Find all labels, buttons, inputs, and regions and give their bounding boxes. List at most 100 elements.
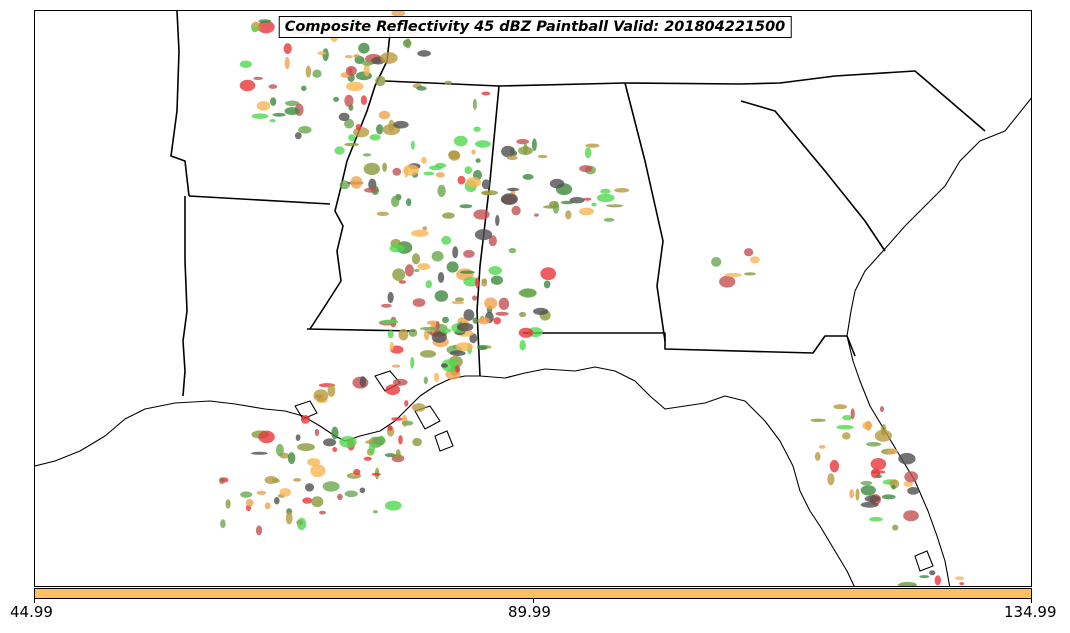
reflectivity-blob — [255, 525, 263, 536]
colorbar-tick-label: 89.99 — [508, 603, 551, 621]
reflectivity-blob — [363, 456, 372, 461]
reflectivity-blob — [285, 511, 293, 525]
reflectivity-blob — [220, 519, 226, 529]
reflectivity-blob — [860, 485, 876, 496]
reflectivity-blob — [531, 138, 537, 151]
reflectivity-blob — [719, 275, 736, 288]
reflectivity-blob — [384, 453, 396, 458]
reflectivity-blob — [378, 110, 391, 120]
reflectivity-blob — [310, 464, 326, 478]
reflectivity-blob — [473, 209, 490, 220]
reflectivity-blob — [376, 211, 389, 216]
reflectivity-blob — [537, 154, 548, 159]
reflectivity-blob — [519, 311, 527, 318]
reflectivity-blob — [472, 295, 478, 301]
reflectivity-blob — [871, 470, 886, 474]
reflectivity-blob — [251, 113, 269, 119]
reflectivity-blob — [591, 202, 597, 207]
reflectivity-blob — [849, 489, 855, 499]
reflectivity-blob — [408, 328, 418, 337]
reflectivity-blob — [354, 56, 365, 64]
reflectivity-blob — [449, 350, 466, 357]
reflectivity-blob — [495, 311, 509, 316]
reflectivity-blob — [440, 328, 452, 334]
reflectivity-blob — [446, 261, 459, 273]
reflectivity-blob — [606, 204, 623, 208]
reflectivity-blob — [516, 138, 530, 145]
reflectivity-blob — [881, 494, 896, 500]
reflectivity-blob — [348, 134, 356, 142]
reflectivity-blob — [466, 177, 482, 188]
reflectivity-blob — [398, 435, 403, 445]
reflectivity-blob — [886, 448, 898, 455]
reflectivity-blob — [358, 42, 370, 54]
map-title: Composite Reflectivity 45 dBZ Paintball … — [278, 16, 792, 38]
reflectivity-blob — [475, 277, 480, 289]
reflectivity-blob — [474, 229, 493, 241]
reflectivity-blob — [391, 364, 401, 368]
reflectivity-blob — [295, 132, 302, 140]
reflectivity-blob — [724, 272, 742, 278]
reflectivity-blob — [421, 156, 427, 164]
reflectivity-blob — [814, 451, 821, 461]
reflectivity-blob — [279, 488, 291, 497]
reflectivity-blob — [448, 150, 461, 161]
reflectivity-blob — [389, 341, 394, 351]
reflectivity-blob — [864, 420, 872, 431]
map-panel — [34, 10, 1032, 587]
reflectivity-blob — [454, 297, 465, 302]
reflectivity-blob — [463, 249, 475, 258]
reflectivity-blob — [264, 502, 271, 510]
reflectivity-blob — [463, 276, 479, 287]
reflectivity-blob — [501, 193, 518, 205]
reflectivity-blob — [391, 11, 406, 17]
map-canvas — [35, 11, 1031, 586]
reflectivity-blob — [339, 436, 357, 448]
reflectivity-blob — [402, 420, 414, 426]
reflectivity-blob — [457, 175, 466, 185]
reflectivity-blob — [331, 426, 339, 440]
reflectivity-blob — [381, 303, 392, 308]
reflectivity-blob — [493, 317, 502, 325]
reflectivity-blob — [522, 173, 534, 180]
reflectivity-blob — [519, 340, 526, 351]
reflectivity-blob — [860, 501, 879, 508]
reflectivity-blob — [534, 213, 539, 217]
reflectivity-blob — [540, 267, 556, 281]
reflectivity-blob — [417, 50, 431, 57]
reflectivity-blob — [549, 178, 565, 189]
reflectivity-blob — [869, 516, 883, 522]
reflectivity-blob — [459, 204, 473, 209]
reflectivity-blob — [579, 207, 594, 216]
reflectivity-blob — [431, 331, 447, 343]
reflectivity-blob — [511, 205, 521, 216]
reflectivity-blob — [441, 235, 452, 245]
reflectivity-blob — [384, 500, 402, 511]
reflectivity-blob — [475, 158, 481, 163]
reflectivity-blob — [440, 363, 448, 368]
reflectivity-blob — [345, 81, 364, 92]
reflectivity-blob — [484, 297, 498, 310]
reflectivity-blob — [305, 65, 312, 78]
reflectivity-blob — [363, 162, 380, 176]
reflectivity-blob — [457, 322, 474, 332]
reflectivity-blob — [219, 477, 229, 483]
reflectivity-blob — [903, 481, 913, 487]
reflectivity-blob — [478, 316, 490, 325]
reflectivity-blob — [431, 251, 444, 262]
reflectivity-blob — [410, 356, 415, 369]
reflectivity-blob — [507, 187, 520, 192]
reflectivity-blob — [344, 490, 358, 498]
reflectivity-blob — [245, 498, 254, 507]
reflectivity-blob — [253, 76, 263, 80]
reflectivity-blob — [437, 272, 445, 283]
reflectivity-blob — [518, 327, 534, 338]
reflectivity-blob — [543, 280, 551, 289]
reflectivity-blob — [423, 376, 428, 385]
reflectivity-blob — [481, 179, 491, 190]
reflectivity-blob — [842, 415, 853, 421]
reflectivity-blob — [368, 443, 375, 455]
reflectivity-blob — [372, 510, 378, 514]
reflectivity-blob — [337, 493, 343, 501]
reflectivity-blob — [413, 268, 420, 273]
